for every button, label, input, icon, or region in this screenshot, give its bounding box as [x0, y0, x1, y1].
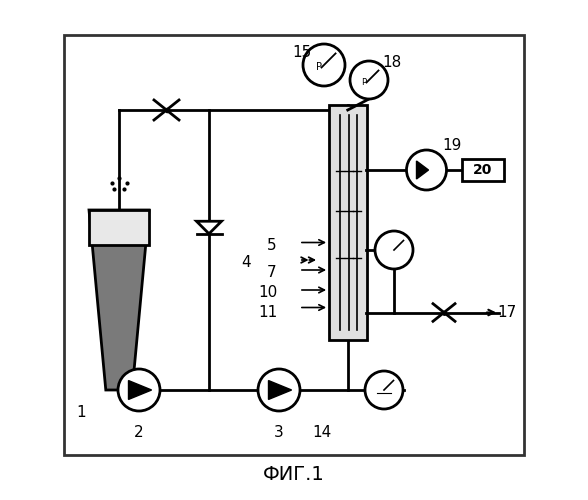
Bar — [329, 105, 366, 340]
Text: 3: 3 — [274, 425, 284, 440]
Text: P: P — [362, 78, 366, 87]
Circle shape — [365, 371, 403, 409]
Polygon shape — [89, 210, 149, 390]
Circle shape — [350, 61, 388, 99]
Circle shape — [118, 369, 160, 411]
Text: 17: 17 — [497, 305, 516, 320]
Circle shape — [375, 231, 413, 269]
Text: 2: 2 — [134, 425, 144, 440]
Text: 4: 4 — [242, 255, 251, 270]
Text: ФИГ.1: ФИГ.1 — [263, 466, 325, 484]
Text: P: P — [316, 62, 322, 72]
Text: 18: 18 — [382, 55, 401, 70]
Text: 19: 19 — [442, 138, 461, 152]
Polygon shape — [129, 380, 152, 400]
Circle shape — [406, 150, 446, 190]
Polygon shape — [89, 210, 149, 245]
Circle shape — [258, 369, 300, 411]
Text: 10: 10 — [258, 285, 277, 300]
Polygon shape — [196, 221, 222, 234]
Bar — [64, 35, 524, 455]
Polygon shape — [269, 380, 292, 400]
Bar — [462, 159, 504, 181]
Text: 20: 20 — [473, 163, 492, 177]
Polygon shape — [416, 161, 429, 179]
Text: 14: 14 — [312, 425, 331, 440]
Circle shape — [303, 44, 345, 86]
Text: 1: 1 — [76, 405, 86, 420]
Text: 5: 5 — [267, 238, 276, 252]
Text: 11: 11 — [258, 305, 277, 320]
Text: 15: 15 — [292, 45, 311, 60]
Text: 7: 7 — [267, 265, 276, 280]
